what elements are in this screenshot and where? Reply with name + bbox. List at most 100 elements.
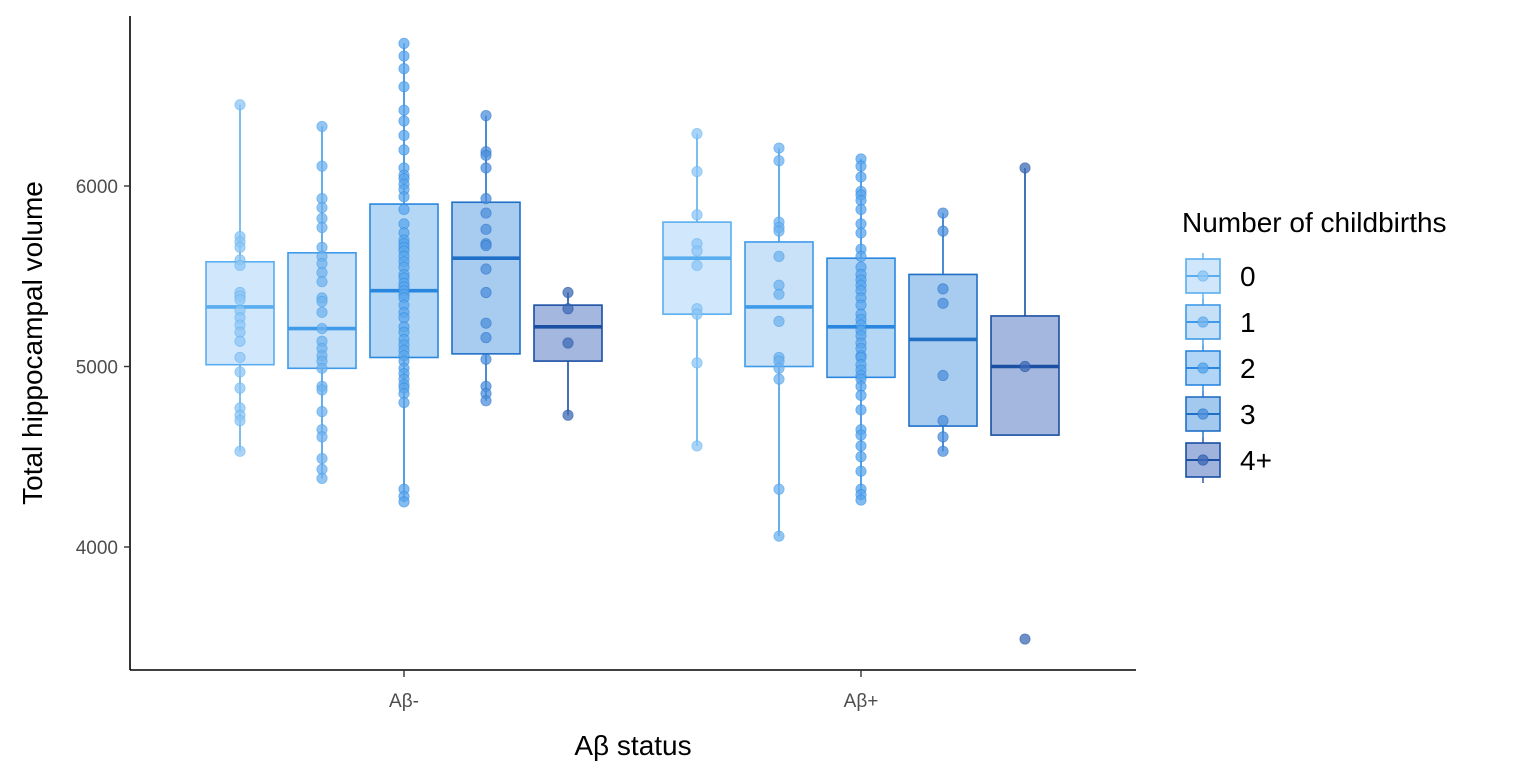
data-point bbox=[316, 472, 328, 485]
data-point bbox=[480, 332, 492, 344]
data-point bbox=[773, 362, 785, 374]
data-point bbox=[480, 149, 492, 161]
y-tick-label: 6000 bbox=[76, 177, 118, 198]
data-point bbox=[855, 160, 867, 172]
data-point bbox=[234, 415, 246, 427]
data-point bbox=[234, 382, 246, 394]
legend-label: 4+ bbox=[1240, 445, 1272, 476]
data-point bbox=[316, 384, 328, 396]
data-point bbox=[480, 193, 492, 205]
data-point bbox=[691, 308, 703, 320]
data-point bbox=[855, 250, 867, 262]
data-point bbox=[855, 429, 867, 441]
data-point bbox=[398, 496, 410, 508]
y-axis-ticks: 4000 5000 6000 bbox=[76, 177, 130, 559]
data-point bbox=[398, 191, 410, 203]
data-point bbox=[773, 530, 785, 542]
data-point bbox=[855, 404, 867, 416]
data-point bbox=[773, 288, 785, 300]
plot-area bbox=[205, 37, 1060, 645]
x-tick-label: Aβ+ bbox=[844, 691, 879, 712]
legend-label: 2 bbox=[1240, 353, 1256, 384]
x-axis-title: Aβ status bbox=[574, 730, 691, 761]
x-axis-ticks: Aβ- Aβ+ bbox=[389, 670, 878, 712]
data-point bbox=[480, 353, 492, 365]
data-point bbox=[773, 250, 785, 262]
data-point bbox=[937, 297, 949, 309]
legend-point bbox=[1197, 316, 1209, 328]
data-point bbox=[562, 337, 574, 349]
data-point bbox=[398, 115, 410, 127]
data-point bbox=[234, 99, 246, 111]
box-group-0-abeta-pos bbox=[662, 128, 732, 452]
data-point bbox=[398, 104, 410, 116]
legend-point bbox=[1197, 408, 1209, 420]
data-point bbox=[691, 357, 703, 369]
data-point bbox=[316, 306, 328, 318]
data-point bbox=[691, 440, 703, 452]
data-point bbox=[480, 239, 492, 252]
legend-label: 3 bbox=[1240, 399, 1256, 430]
y-axis-title: Total hippocampal volume bbox=[17, 181, 48, 505]
data-point bbox=[855, 465, 867, 477]
data-point bbox=[398, 203, 410, 216]
data-point bbox=[773, 155, 785, 167]
data-point bbox=[316, 322, 328, 335]
data-point bbox=[773, 315, 785, 327]
data-point bbox=[937, 445, 949, 457]
legend-point bbox=[1197, 454, 1209, 466]
box-group-3-abeta-pos bbox=[908, 207, 978, 457]
legend-key-2 bbox=[1185, 345, 1221, 391]
data-point bbox=[562, 303, 574, 315]
data-point bbox=[937, 369, 949, 382]
data-point bbox=[855, 227, 867, 239]
data-point bbox=[773, 142, 785, 154]
data-point bbox=[316, 295, 328, 308]
data-point bbox=[855, 494, 867, 506]
data-point bbox=[234, 335, 246, 347]
data-point bbox=[855, 389, 867, 401]
box-group-4plus-abeta-pos bbox=[990, 162, 1060, 645]
data-point bbox=[316, 120, 328, 133]
data-point bbox=[316, 362, 328, 374]
data-point bbox=[316, 452, 328, 465]
data-point bbox=[398, 144, 410, 156]
box-group-0-abeta-neg bbox=[205, 99, 275, 457]
data-point bbox=[773, 225, 785, 237]
box-group-1-abeta-pos bbox=[744, 142, 814, 542]
legend: Number of childbirths 0 1 2 3 4+ bbox=[1182, 207, 1447, 483]
box-group-3-abeta-neg bbox=[451, 110, 521, 407]
data-point bbox=[937, 283, 949, 295]
box-iqr bbox=[990, 315, 1060, 436]
legend-label: 0 bbox=[1240, 261, 1256, 292]
data-point bbox=[480, 286, 492, 299]
data-point bbox=[480, 110, 492, 122]
data-point bbox=[480, 162, 492, 174]
data-point bbox=[234, 445, 246, 457]
data-point bbox=[234, 241, 246, 253]
legend-point bbox=[1197, 270, 1209, 282]
box-group-4plus-abeta-neg bbox=[533, 286, 603, 421]
data-point bbox=[234, 366, 246, 378]
legend-key-0 bbox=[1185, 253, 1221, 299]
data-point bbox=[773, 373, 785, 385]
data-point bbox=[855, 451, 867, 463]
data-point bbox=[562, 409, 574, 421]
data-point bbox=[398, 396, 410, 409]
data-point bbox=[480, 223, 492, 235]
legend-key-1 bbox=[1185, 299, 1221, 345]
data-point bbox=[1019, 162, 1031, 174]
data-point bbox=[398, 50, 410, 62]
data-point bbox=[234, 294, 246, 306]
data-point bbox=[937, 225, 949, 237]
data-point bbox=[480, 263, 492, 275]
data-point bbox=[773, 483, 785, 495]
data-point bbox=[937, 207, 949, 219]
data-point bbox=[691, 128, 703, 140]
data-point bbox=[691, 259, 703, 272]
data-point bbox=[937, 415, 949, 427]
data-point bbox=[855, 203, 867, 216]
data-point bbox=[316, 202, 328, 214]
data-point bbox=[691, 165, 703, 178]
